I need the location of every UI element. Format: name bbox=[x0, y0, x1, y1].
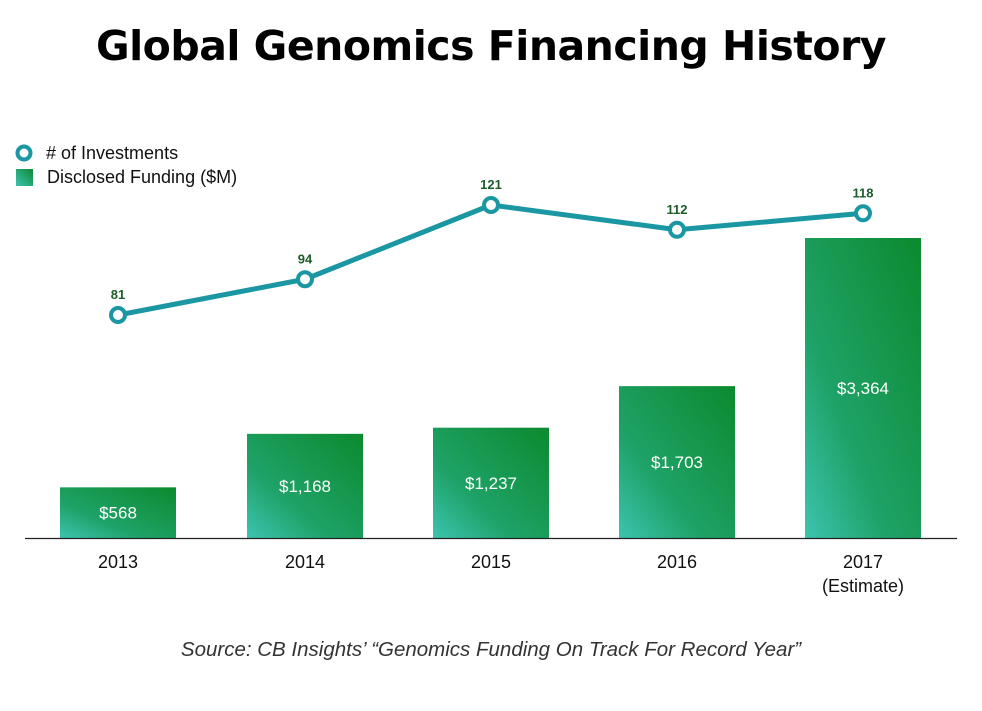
x-tick-2014: 2014 bbox=[285, 552, 325, 572]
funding-bar-2014 bbox=[247, 433, 363, 538]
legend-label-funding: Disclosed Funding ($M) bbox=[47, 166, 238, 187]
investments-label-2013: 81 bbox=[111, 287, 125, 302]
legend-item-investments: # of Investments bbox=[14, 141, 237, 165]
investments-label-2015: 121 bbox=[480, 177, 502, 192]
x-axis-ticks: 2013 2014 2015 2016 2017 (Estimate) bbox=[98, 552, 904, 596]
funding-label-2014: $1,168 bbox=[279, 477, 331, 496]
investments-point-2016 bbox=[668, 220, 686, 239]
investments-point-2014 bbox=[296, 270, 314, 289]
funding-bar-2016 bbox=[619, 386, 735, 538]
source-note: Source: CB Insights’ “Genomics Funding O… bbox=[180, 638, 802, 661]
investments-point-2013 bbox=[109, 306, 127, 324]
legend-item-funding: Disclosed Funding ($M) bbox=[14, 165, 237, 189]
funding-bar-2017 bbox=[805, 238, 921, 538]
investments-point-2017 bbox=[854, 204, 872, 223]
chart-title: Global Genomics Financing History bbox=[95, 22, 887, 70]
investments-point-2015 bbox=[482, 196, 500, 214]
investments-label-2016: 112 bbox=[667, 202, 688, 217]
x-tick-2013: 2013 bbox=[98, 552, 138, 572]
funding-label-2017: $3,364 bbox=[837, 379, 889, 398]
funding-label-2013: $568 bbox=[99, 504, 137, 523]
x-tick-2017: 2017 bbox=[843, 552, 883, 572]
legend-label-investments: # of Investments bbox=[46, 142, 179, 163]
line-marker-icon bbox=[14, 143, 34, 163]
funding-bar-2015 bbox=[433, 427, 549, 538]
funding-label-2016: $1,703 bbox=[651, 453, 703, 472]
bar-swatch-icon bbox=[16, 168, 33, 186]
bars-group: $568 $1,168 $1,237 $1,703 $3,364 bbox=[60, 238, 921, 538]
x-tick-2016: 2016 bbox=[657, 552, 697, 572]
legend: # of Investments Disclosed Funding ($M) bbox=[14, 141, 237, 189]
funding-bar-2013 bbox=[60, 487, 176, 538]
investments-label-2014: 94 bbox=[298, 251, 313, 266]
funding-label-2015: $1,237 bbox=[465, 474, 517, 493]
investments-line bbox=[117, 202, 864, 318]
x-tick-sublabel-2017: (Estimate) bbox=[822, 576, 904, 596]
investments-line-group: 81 94 121 112 118 bbox=[109, 177, 874, 324]
x-tick-2015: 2015 bbox=[471, 552, 511, 572]
investments-label-2017: 118 bbox=[853, 185, 874, 200]
